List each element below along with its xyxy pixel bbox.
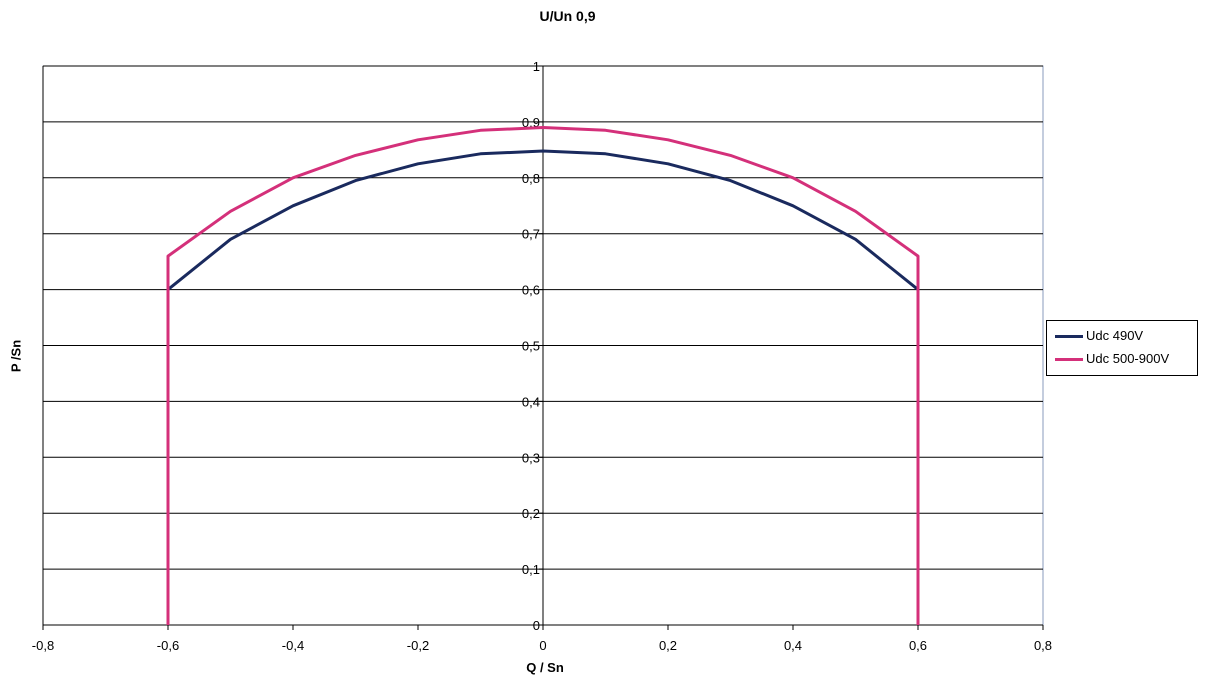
x-tick-label: -0,2	[407, 638, 429, 653]
x-tick-label: -0,4	[282, 638, 304, 653]
x-tick-label: 0,6	[909, 638, 927, 653]
y-tick-label: 0	[533, 618, 540, 633]
y-tick-label: 0,5	[522, 339, 540, 354]
x-tick-label: 0	[539, 638, 546, 653]
legend-label-udc-490v: Udc 490V	[1086, 328, 1144, 343]
legend-item-udc-500-900v: Udc 500-900V	[1055, 351, 1169, 366]
y-tick-label: 0,7	[522, 227, 540, 242]
x-tick-label: 0,2	[659, 638, 677, 653]
chart-title: U/Un 0,9	[539, 8, 596, 24]
x-tick-label: -0,8	[32, 638, 54, 653]
legend-label-udc-500-900v: Udc 500-900V	[1086, 351, 1170, 366]
y-tick-label: 0,8	[522, 171, 540, 186]
x-tick-label: 0,8	[1034, 638, 1052, 653]
y-tick-label: 0,3	[522, 450, 540, 465]
legend-swatch-udc-490v	[1055, 335, 1083, 339]
series-line-udc-500-900v	[166, 126, 920, 625]
legend-swatch-udc-500-900v	[1055, 358, 1083, 362]
y-tick-label: 1	[533, 59, 540, 74]
legend: Udc 490V Udc 500-900V	[1046, 320, 1198, 376]
y-tick-label: 0,2	[522, 506, 540, 521]
series-line-udc-490v	[167, 149, 919, 291]
y-tick-label: 0,4	[522, 394, 540, 409]
legend-item-udc-490v: Udc 490V	[1055, 328, 1143, 343]
x-tick-label: -0,6	[157, 638, 179, 653]
x-tick-label: 0,4	[784, 638, 802, 653]
x-axis-label: Q / Sn	[526, 660, 564, 675]
y-tick-label: 0,9	[522, 115, 540, 130]
y-tick-label: 0,1	[522, 562, 540, 577]
y-tick-label: 0,6	[522, 283, 540, 298]
